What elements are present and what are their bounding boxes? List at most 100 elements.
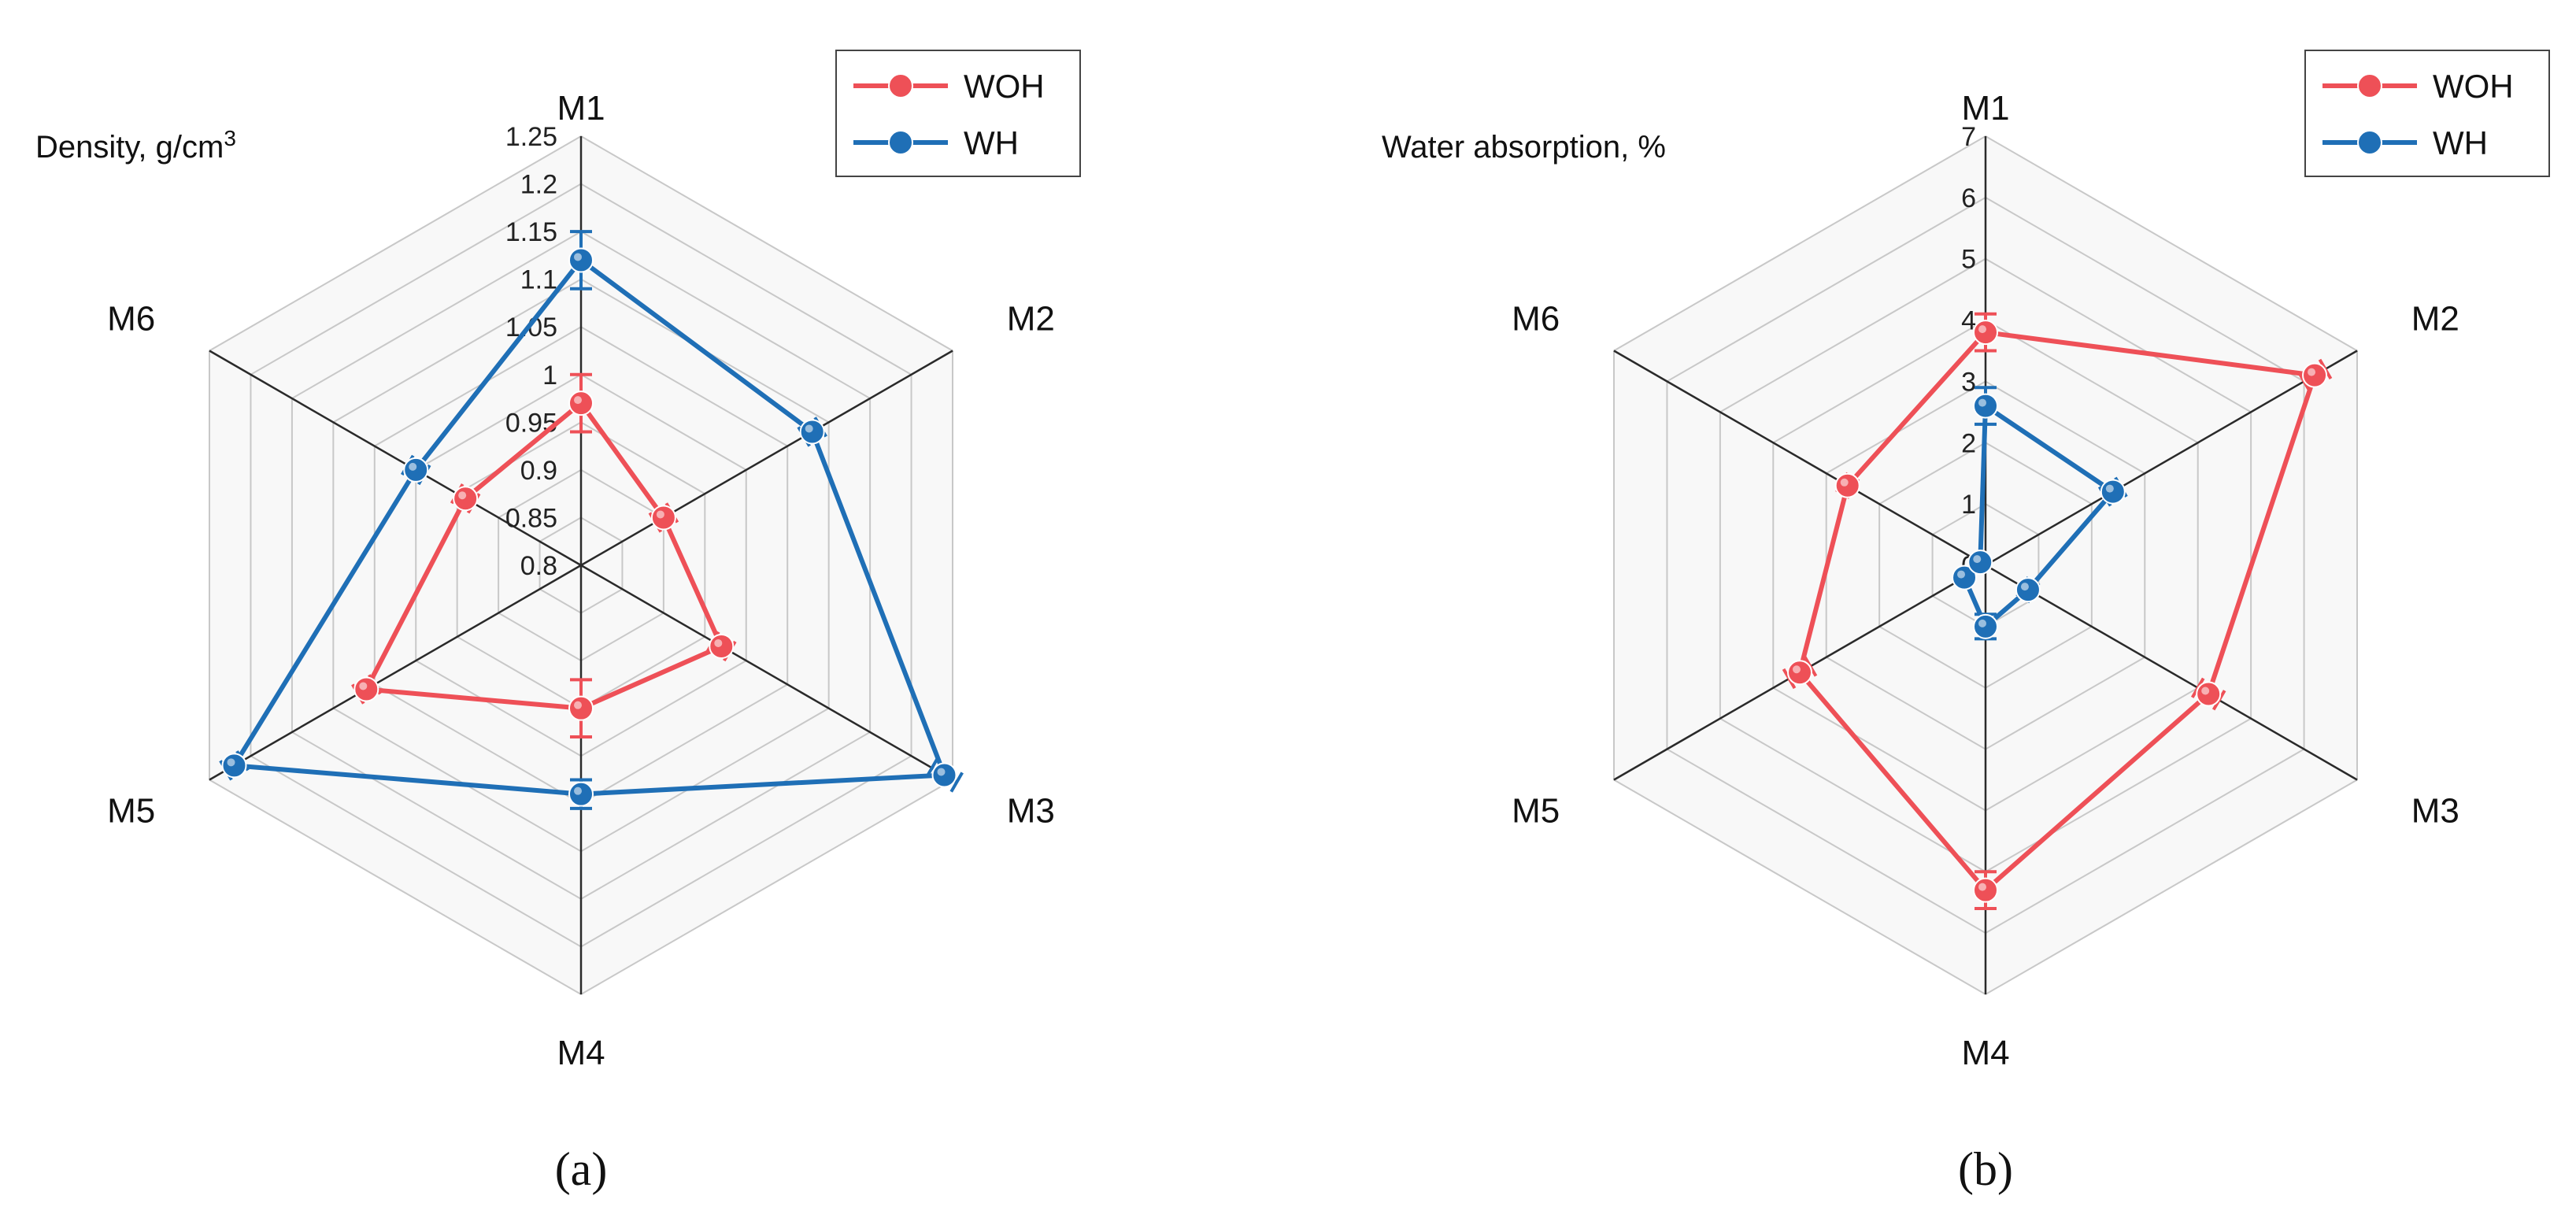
- radar-chart-water-absorption: 01234567M1M2M3M4M5M6Water absorption, %W…: [1382, 50, 2550, 1195]
- data-point-m2: [650, 505, 676, 531]
- error-bar-cap: [949, 772, 964, 793]
- tick-label: 4: [1961, 306, 1976, 336]
- legend: WOH WH: [2304, 50, 2550, 177]
- data-point-highlight: [2308, 368, 2316, 376]
- radial-tick-labels: 0.8 0.85 0.9 0.95 1 1.05 1.1 1.15 1.2 1.25: [505, 122, 557, 581]
- spoke-m3: [1985, 564, 2358, 781]
- data-point-m6: [1834, 472, 1860, 498]
- data-point-highlight: [937, 768, 946, 776]
- radar-spokes: [209, 136, 953, 994]
- data-point-highlight: [574, 396, 582, 405]
- tick-label: 1.2: [520, 170, 557, 200]
- data-point-m1: [568, 390, 594, 416]
- category-labels: M1 M2 M3 M4 M5 M6: [107, 89, 1055, 1072]
- data-point-highlight: [409, 462, 417, 471]
- legend-marker-woh: [2357, 73, 2382, 98]
- chart-title: Density, g/cm3: [35, 126, 236, 165]
- data-point-highlight: [2201, 687, 2210, 695]
- data-point-m4: [568, 695, 594, 721]
- data-point-highlight: [1840, 478, 1849, 487]
- series-woh: [351, 372, 737, 738]
- series-woh: [1782, 312, 2333, 910]
- tick-label: 3: [1961, 367, 1976, 397]
- data-point-highlight: [714, 638, 723, 647]
- data-point-highlight: [1973, 555, 1982, 564]
- data-point-m2: [2302, 362, 2328, 388]
- data-point-m4: [568, 781, 594, 807]
- tick-label: 0.9: [520, 456, 557, 486]
- category-label-m4: M4: [557, 1034, 605, 1072]
- data-point-m5: [353, 676, 379, 702]
- panel-label: (b): [1958, 1143, 2013, 1195]
- category-label-m5: M5: [107, 792, 155, 831]
- category-label-m2: M2: [1007, 300, 1055, 339]
- category-label-m2: M2: [2411, 300, 2459, 339]
- data-point-m5: [1787, 660, 1813, 686]
- data-point-highlight: [359, 682, 368, 690]
- legend-box: [835, 50, 1081, 177]
- tick-label: 0.8: [520, 551, 557, 581]
- tick-label: 1: [542, 361, 557, 390]
- data-point-highlight: [574, 253, 582, 261]
- tick-label: 2: [1961, 428, 1976, 458]
- data-point-highlight: [227, 758, 235, 767]
- tick-label: 6: [1961, 183, 1976, 213]
- spoke-m3: [580, 564, 953, 781]
- tick-label: 1.05: [505, 313, 557, 342]
- category-label-m3: M3: [1007, 792, 1055, 831]
- tick-label: 1.1: [520, 265, 557, 295]
- data-point-highlight: [1978, 883, 1986, 891]
- data-point-highlight: [1957, 570, 1966, 579]
- legend-marker-wh: [2357, 130, 2382, 155]
- tick-label: 1: [1961, 490, 1976, 520]
- data-point-m3: [2015, 577, 2041, 603]
- data-point-highlight: [1978, 619, 1986, 627]
- data-point-m4: [1973, 877, 1998, 903]
- error-bar-cap: [925, 757, 939, 779]
- category-label-m1: M1: [1961, 89, 2009, 128]
- data-point-m6: [453, 486, 479, 512]
- data-point-highlight: [1793, 665, 1801, 674]
- category-label-m3: M3: [2411, 792, 2459, 831]
- data-point-highlight: [1978, 325, 1986, 334]
- chart-title: Water absorption, %: [1382, 130, 1666, 165]
- tick-label: 0.95: [505, 408, 557, 438]
- data-point-m1: [568, 247, 594, 273]
- data-point-highlight: [656, 510, 664, 519]
- category-label-m6: M6: [107, 300, 155, 339]
- data-point-m4: [1973, 613, 1998, 639]
- tick-label: 1.25: [505, 122, 557, 152]
- data-point-m3: [931, 762, 957, 788]
- data-point-m3: [709, 633, 735, 659]
- data-point-m6: [1967, 550, 1993, 576]
- data-point-highlight: [2105, 484, 2114, 493]
- legend-marker-woh: [888, 73, 913, 98]
- legend-label-woh: WOH: [964, 68, 1045, 105]
- data-point-highlight: [574, 787, 582, 795]
- category-label-m1: M1: [557, 89, 605, 128]
- data-point-m5: [221, 753, 247, 779]
- radial-tick-labels: 01234567: [1961, 122, 1976, 581]
- title-superscript: 3: [224, 126, 236, 150]
- data-point-m1: [1973, 393, 1998, 419]
- legend-box: [2304, 50, 2550, 177]
- spoke-m2: [1985, 350, 2358, 567]
- data-point-m2: [2100, 479, 2126, 505]
- legend: WOH WH: [835, 50, 1081, 177]
- tick-label: 1.15: [505, 217, 557, 247]
- category-label-m5: M5: [1512, 792, 1560, 831]
- data-point-highlight: [805, 424, 813, 433]
- spoke-m5: [209, 564, 582, 781]
- category-label-m4: M4: [1961, 1034, 2009, 1072]
- radar-chart-density: 0.80.850.90.9511.051.11.151.21.25M1M2M3M…: [35, 50, 1081, 1195]
- legend-label-wh: WH: [2433, 124, 2488, 161]
- tick-label: 7: [1961, 122, 1976, 152]
- spoke-m2: [580, 350, 953, 567]
- data-point-highlight: [1978, 398, 1986, 407]
- spoke-m6: [1613, 350, 1986, 567]
- panel-label: (a): [555, 1143, 608, 1195]
- tick-label: 0.85: [505, 503, 557, 533]
- data-point-m1: [1973, 320, 1998, 346]
- data-point-highlight: [574, 701, 582, 709]
